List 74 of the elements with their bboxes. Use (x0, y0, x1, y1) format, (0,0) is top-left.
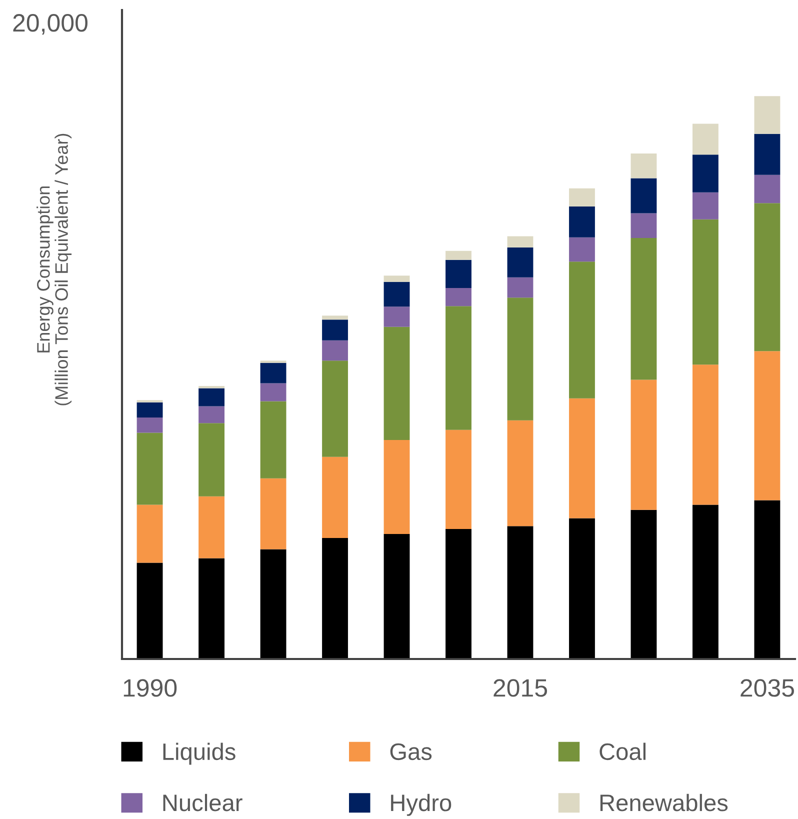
bar (754, 174, 780, 204)
bar (446, 306, 472, 430)
bar (630, 178, 657, 214)
bar (260, 478, 286, 550)
bar (692, 364, 718, 505)
x-tick-label: 1990 (124, 679, 177, 697)
bar (198, 406, 224, 424)
bar (384, 440, 410, 534)
bar (384, 534, 410, 659)
bar (569, 262, 595, 398)
bar (198, 496, 224, 558)
bar (260, 383, 286, 402)
legend-label: Hydro (391, 794, 452, 816)
bar (136, 432, 163, 505)
bar (446, 260, 472, 288)
legend-label: Nuclear (163, 794, 242, 812)
bar (322, 316, 348, 320)
bar (507, 248, 534, 278)
text: 20,000 (13, 14, 88, 35)
bar (569, 398, 595, 518)
bar (692, 124, 718, 155)
bar (260, 549, 286, 659)
bar (692, 504, 718, 659)
bar (692, 154, 718, 192)
bar (322, 360, 348, 457)
bar (692, 219, 718, 365)
bar (754, 500, 780, 659)
bar (322, 320, 348, 340)
bar (569, 237, 595, 262)
bar (569, 188, 595, 206)
bar (630, 213, 657, 238)
legend-label: Gas (390, 743, 432, 760)
bar (754, 351, 780, 500)
x-tick-label: 2035 (740, 679, 794, 697)
bar (569, 518, 595, 659)
bar (630, 510, 657, 659)
legend-label: Renewables (600, 794, 728, 812)
bar (630, 238, 657, 380)
bar (507, 420, 534, 526)
bar (446, 288, 472, 306)
bar (569, 206, 595, 238)
bar (322, 340, 348, 361)
bar (507, 298, 534, 420)
bar (136, 562, 163, 659)
bar (507, 236, 534, 248)
bar (136, 402, 163, 418)
bar (630, 380, 657, 510)
legend-label: Liquids (163, 742, 236, 765)
bar (322, 538, 348, 659)
bar (384, 306, 410, 327)
bar (754, 203, 780, 352)
bar (507, 277, 534, 298)
bar (692, 192, 718, 220)
bar (507, 526, 534, 659)
bar (446, 528, 472, 659)
bar (198, 558, 224, 659)
bar (754, 134, 780, 175)
bar (322, 456, 348, 538)
bar (446, 430, 472, 529)
bar (136, 418, 163, 433)
bar (630, 154, 657, 178)
bar (136, 504, 163, 563)
bar (384, 276, 410, 282)
bar (198, 423, 224, 496)
bar (260, 362, 286, 384)
bar (384, 326, 410, 440)
bar (260, 401, 286, 478)
bar (446, 250, 472, 260)
x-tick-label: 2015 (494, 679, 548, 697)
legend-label: Coal (600, 742, 646, 760)
bar (754, 96, 780, 134)
y-axis-title: Energy Consumption (Million Tons Oil Equivalent / Year) (36, 134, 72, 406)
bar (384, 282, 410, 307)
bar (198, 388, 224, 406)
